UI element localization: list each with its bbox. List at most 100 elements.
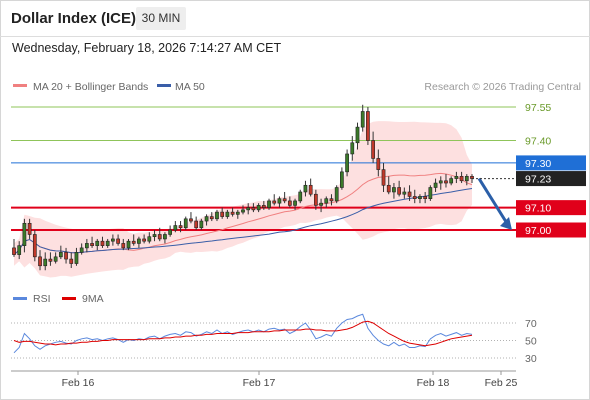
rsi-ma-legend-swatch bbox=[62, 297, 76, 300]
candle-body bbox=[137, 238, 141, 244]
rsi-line bbox=[13, 313, 473, 354]
candle-body bbox=[329, 198, 334, 202]
candle-body bbox=[121, 243, 126, 249]
header-divider bbox=[0, 36, 590, 37]
candle-body bbox=[449, 178, 454, 184]
candle-body bbox=[168, 229, 172, 235]
x-tick-label: Feb 18 bbox=[417, 377, 450, 389]
candle-body bbox=[105, 240, 110, 246]
x-axis: Feb 16 Feb 17 Feb 18 Feb 25 bbox=[62, 371, 518, 389]
forecast-arrow-shaft bbox=[477, 177, 510, 226]
candle-body bbox=[392, 187, 396, 193]
candle-body bbox=[366, 111, 370, 141]
candle-body bbox=[371, 140, 375, 159]
candle-body bbox=[459, 176, 464, 182]
candle-body bbox=[324, 198, 329, 204]
candle-body bbox=[402, 191, 407, 195]
candle-body bbox=[116, 238, 120, 244]
candle-body bbox=[397, 187, 401, 195]
candle-body bbox=[287, 200, 292, 206]
candle-body bbox=[340, 171, 344, 188]
candle-body bbox=[444, 180, 448, 184]
candle-body bbox=[32, 234, 37, 258]
candle-body bbox=[74, 252, 79, 264]
datetime-label: Wednesday, February 18, 2026 7:14:27 AM … bbox=[12, 41, 282, 55]
timeframe-badge[interactable]: 30 MIN bbox=[136, 7, 186, 30]
forecast-arrow-head bbox=[500, 217, 512, 230]
chart-title: Dollar Index (ICE) bbox=[11, 10, 137, 27]
rsi-ma-legend-label: 9MA bbox=[82, 293, 104, 305]
candle-body bbox=[314, 193, 318, 206]
candle-body bbox=[386, 184, 391, 193]
candle-body bbox=[199, 220, 204, 229]
candle-body bbox=[173, 225, 178, 231]
rsi-tick-50: 50 bbox=[525, 336, 537, 348]
rsi-legend-swatch bbox=[13, 297, 27, 300]
rsi-tick-30: 30 bbox=[525, 353, 537, 365]
candle-body bbox=[267, 200, 271, 208]
candle-body bbox=[464, 176, 469, 182]
candle-body bbox=[334, 187, 339, 202]
candle-body bbox=[428, 187, 433, 199]
moving-averages bbox=[13, 172, 473, 255]
candle-body bbox=[38, 256, 42, 267]
candle-body bbox=[79, 247, 84, 253]
candle-body bbox=[360, 111, 365, 128]
candle-body bbox=[293, 200, 297, 206]
level-label-97.00: 97.00 bbox=[525, 225, 551, 237]
candle-body bbox=[69, 258, 74, 264]
bollinger-band-area bbox=[14, 121, 472, 278]
candle-body bbox=[256, 205, 261, 211]
last-price-label: 97.23 bbox=[525, 174, 551, 186]
x-tick-label: Feb 25 bbox=[485, 377, 518, 389]
candle-body bbox=[48, 258, 53, 262]
candle-body bbox=[241, 209, 245, 213]
level-label-bg-97.00 bbox=[516, 222, 586, 238]
rsi-tick-70: 70 bbox=[525, 318, 537, 330]
last-price-label-bg bbox=[516, 171, 586, 187]
level-labels: 97.55 97.40 97.30 97.10 97.00 97.23 bbox=[472, 102, 586, 238]
bollinger-bands bbox=[14, 121, 472, 278]
candle-body bbox=[178, 225, 183, 229]
candle-body bbox=[225, 211, 230, 217]
candle-body bbox=[142, 238, 146, 242]
level-label-97.55: 97.55 bbox=[525, 102, 551, 114]
candle-body bbox=[27, 222, 32, 235]
level-label-97.10: 97.10 bbox=[525, 203, 551, 215]
level-label-97.30: 97.30 bbox=[525, 158, 551, 170]
candle-body bbox=[22, 222, 27, 246]
candle-body bbox=[147, 236, 152, 242]
candle-body bbox=[277, 198, 282, 204]
ma50-legend-label: MA 50 bbox=[175, 81, 205, 93]
candle-body bbox=[350, 142, 355, 155]
candle-body bbox=[407, 191, 412, 197]
candle-body bbox=[235, 211, 240, 215]
candle-body bbox=[64, 252, 68, 260]
level-label-97.40: 97.40 bbox=[525, 136, 551, 148]
candle-body bbox=[58, 252, 63, 258]
candle-body bbox=[90, 243, 94, 246]
candle-body bbox=[376, 158, 381, 170]
candle-body bbox=[100, 240, 105, 246]
candle-body bbox=[412, 196, 417, 199]
candle-body bbox=[189, 218, 193, 222]
candle-body bbox=[126, 240, 131, 249]
candle-body bbox=[272, 200, 277, 204]
candle-body bbox=[194, 220, 199, 229]
candle-body bbox=[131, 240, 136, 244]
level-label-bg-97.10 bbox=[516, 200, 586, 216]
candle-body bbox=[319, 202, 323, 206]
candle-body bbox=[418, 196, 422, 199]
rsi-legend-label: RSI bbox=[33, 293, 51, 305]
candle-body bbox=[111, 238, 115, 242]
candle-body bbox=[85, 243, 89, 249]
ma20-legend-swatch bbox=[13, 84, 27, 87]
candle-body bbox=[152, 234, 157, 238]
x-tick-label: Feb 16 bbox=[62, 377, 95, 389]
rsi-panel: 70 50 30 bbox=[11, 313, 537, 365]
forecast-arrow bbox=[477, 177, 512, 230]
header: Dollar Index (ICE) 30 MIN bbox=[0, 0, 590, 36]
candle-body bbox=[43, 258, 48, 267]
candle-body bbox=[163, 234, 167, 240]
candle-body bbox=[261, 205, 266, 208]
